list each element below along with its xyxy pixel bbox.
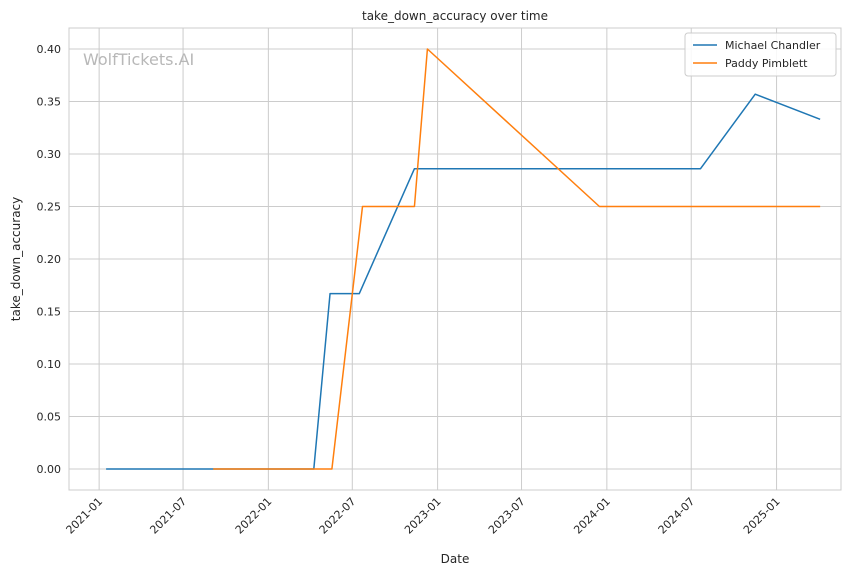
- legend: Michael Chandler Paddy Pimblett: [684, 32, 837, 77]
- legend-label-michael-chandler: Michael Chandler: [725, 39, 821, 52]
- y-tick-label: 0.20: [37, 253, 62, 266]
- legend-frame: [684, 32, 837, 77]
- y-tick-labels: 0.00 0.05 0.10 0.15 0.20 0.25 0.30 0.35 0.40: [37, 43, 62, 476]
- series-line-paddy-pimblett: [213, 48, 821, 470]
- watermark: WolfTickets.AI: [83, 50, 194, 69]
- y-tick-label: 0.00: [37, 463, 62, 476]
- y-tick-label: 0.05: [37, 411, 62, 424]
- chart-title: take_down_accuracy over time: [362, 9, 548, 23]
- y-tick-label: 0.10: [37, 358, 62, 371]
- series-line-michael-chandler: [106, 93, 821, 470]
- y-tick-label: 0.15: [37, 306, 62, 319]
- series-lines: [106, 48, 821, 470]
- y-tick-label: 0.35: [37, 96, 62, 109]
- plot-frame: [68, 27, 842, 491]
- y-tick-label: 0.25: [37, 201, 62, 214]
- y-tick-label: 0.40: [37, 43, 62, 56]
- y-axis-title: take_down_accuracy: [9, 197, 23, 321]
- legend-label-paddy-pimblett: Paddy Pimblett: [725, 57, 808, 70]
- grid-lines: [69, 28, 841, 490]
- x-axis-title: Date: [441, 552, 470, 566]
- y-tick-label: 0.30: [37, 148, 62, 161]
